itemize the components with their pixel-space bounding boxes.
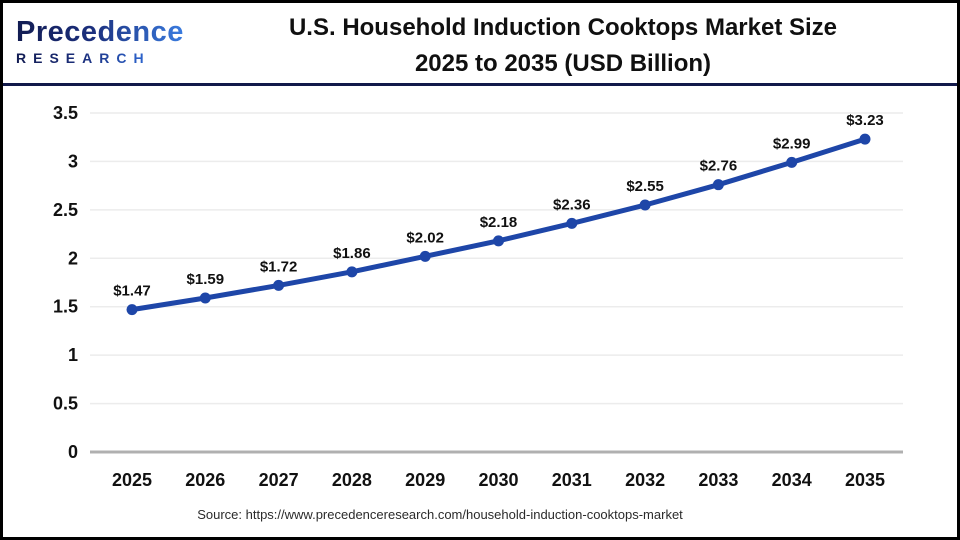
x-tick-label: 2025 [112,470,152,490]
data-point [493,235,504,247]
x-tick-label: 2030 [478,470,518,490]
data-point-label: $1.59 [187,271,225,288]
y-tick-label: 0.5 [53,394,78,414]
y-tick-label: 0 [68,442,78,462]
data-point [419,250,431,262]
x-tick-label: 2033 [698,470,738,490]
x-tick-label: 2029 [405,470,445,490]
data-point-label: $2.76 [700,158,738,175]
precedence-research-logo: Precedence RESEARCH [16,18,184,67]
data-point-label: $3.23 [846,112,884,129]
chart-title-line2: 2025 to 2035 (USD Billion) [414,50,712,77]
source-citation: Source: https://www.precedenceresearch.c… [197,507,683,522]
y-tick-label: 2 [68,248,78,268]
data-point [712,179,724,191]
data-point-label: $2.18 [480,214,518,231]
logo-subtitle: RESEARCH [16,50,151,66]
data-point-label: $1.72 [260,258,298,275]
x-tick-label: 2026 [185,470,225,490]
data-point-label: $2.36 [553,196,591,213]
header: Precedence RESEARCH U.S. Household Induc… [3,3,957,83]
y-tick-label: 3 [68,151,78,171]
y-tick-label: 3.5 [53,103,78,123]
data-point [639,199,651,211]
data-point-label: $1.47 [113,283,151,300]
market-line-chart: 0 0.5 1 1.5 2 2.5 3 3.5 2025 2026 2027 2028 2029 2030… [53,103,903,490]
x-tick-label: 2034 [772,470,812,490]
logo-wordmark: Precedence [16,16,184,48]
data-point [859,133,871,145]
y-tick-label: 2.5 [53,200,78,220]
data-point [199,292,211,304]
header-divider [3,83,957,86]
x-tick-label: 2031 [552,470,592,490]
chart-area: 0 0.5 1 1.5 2 2.5 3 3.5 2025 2026 2027 2028 2029 2030… [3,86,957,510]
data-point [786,156,798,168]
data-point [566,217,578,229]
y-tick-label: 1.5 [53,297,78,317]
data-point [346,266,358,278]
x-tick-label: 2028 [332,470,372,490]
data-point-label: $2.55 [626,178,664,195]
data-point-label: $2.99 [773,135,811,152]
chart-title-line1: U.S. Household Induction Cooktops Market… [288,14,838,41]
x-tick-label: 2027 [259,470,299,490]
data-point-label: $2.02 [406,229,444,246]
data-point [273,279,285,291]
data-point [126,304,138,316]
x-tick-label: 2035 [845,470,885,490]
data-point-label: $1.86 [333,245,371,262]
y-tick-label: 1 [68,345,78,365]
chart-title: U.S. Household Induction Cooktops Market… [183,10,943,82]
x-tick-label: 2032 [625,470,665,490]
